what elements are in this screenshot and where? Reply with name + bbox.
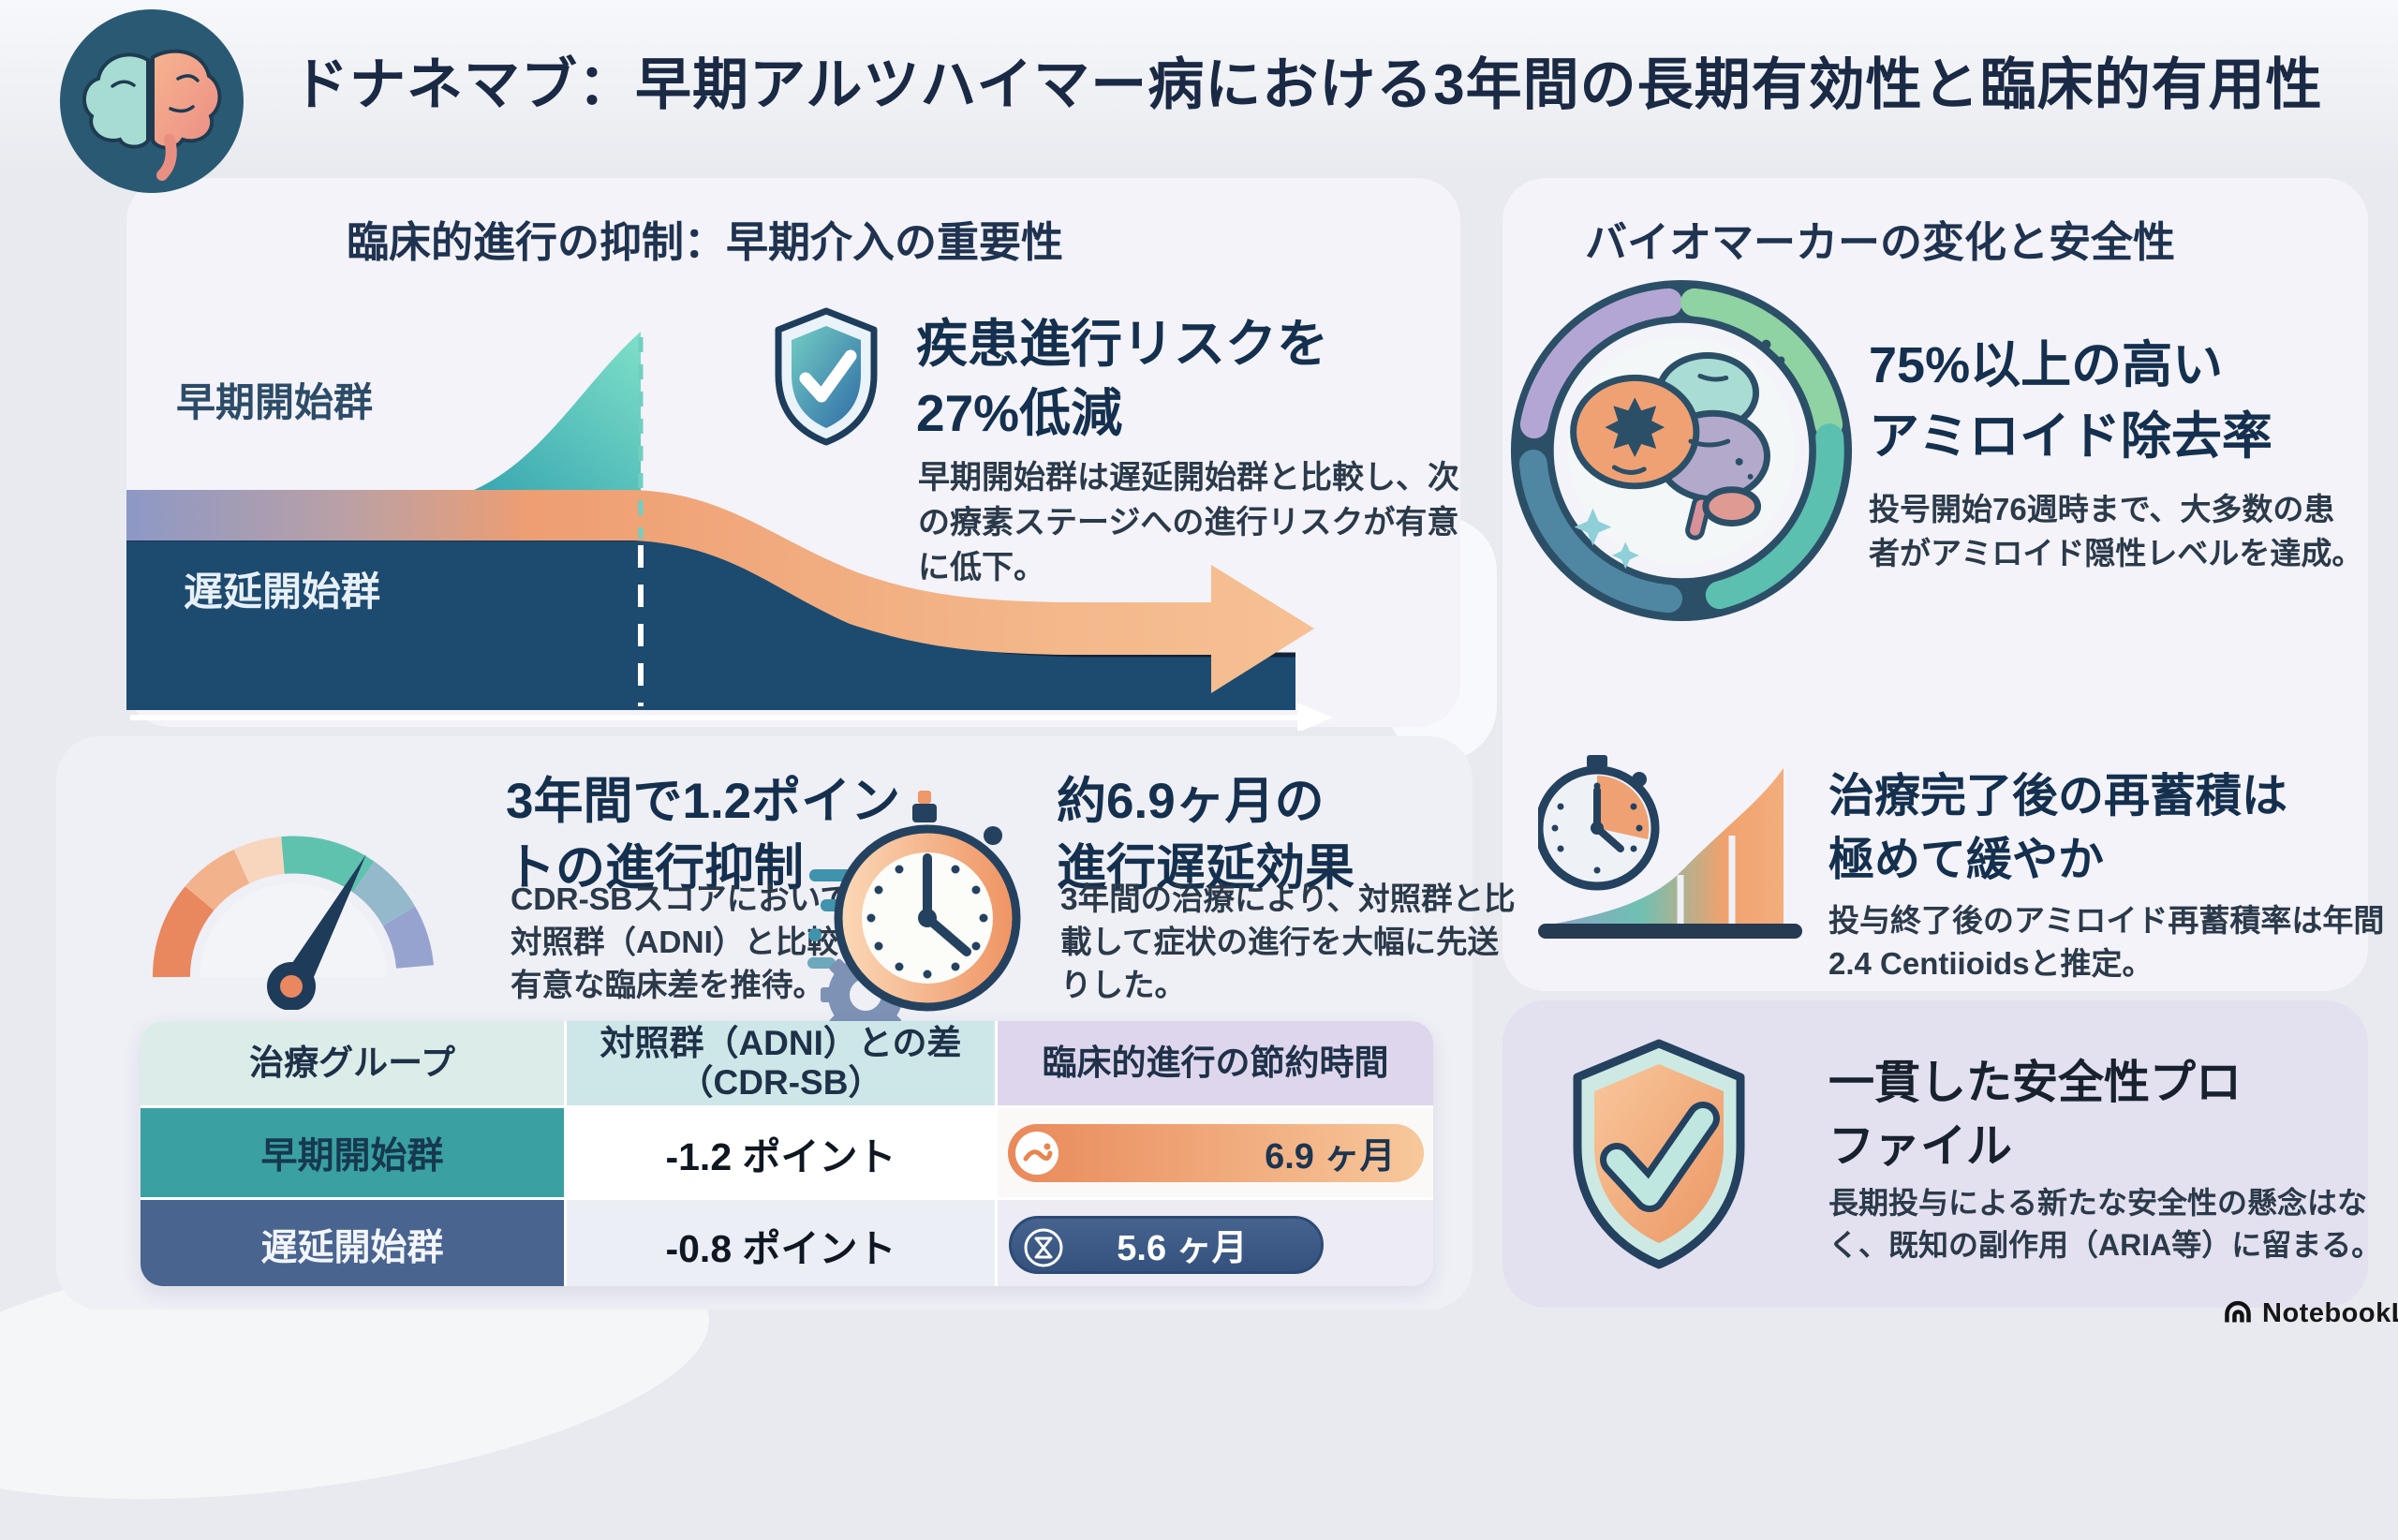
left-section-heading: 臨床的進行の抑制：早期介入の重要性 (347, 218, 1064, 266)
stopwatch-gear-icon (807, 749, 1042, 1040)
safety-headline: 一貫した安全性プロ ファイル (1828, 1058, 2243, 1172)
table-row-delayed-group: 遅延開始群 (141, 1200, 564, 1286)
delay-body: 3年間の治療により、対照群と比 載して症状の進行を大幅に先送 りした。 (1060, 882, 1516, 1003)
time-value-early: 6.9 ヶ月 (1265, 1137, 1396, 1177)
plaque-icon (1605, 397, 1665, 457)
stopwatch-icon (1534, 755, 1660, 891)
table-row-early-group: 早期開始群 (141, 1108, 564, 1197)
gauge-needle (278, 854, 366, 997)
treatment-flow-arrow (126, 490, 1314, 693)
table-header-group: 治療グループ (141, 1021, 564, 1105)
hourglass-icon (1023, 1227, 1064, 1268)
page-title: ドナネマブ：早期アルツハイマー病における3年間の長期有効性と臨床的有用性 (292, 53, 2323, 116)
results-table: 治療グループ 対照群（ADNI）との差 （CDR-SB） 臨床的進行の節約時間 … (141, 1021, 1433, 1286)
time-value-delayed: 5.6 ヶ月 (1117, 1229, 1248, 1268)
shield-check-icon (770, 305, 882, 446)
brain-logo (58, 7, 245, 195)
risk-reduction-body: 早期開始群は遅延開始群と比較し、次 の療素ステージへの進行リスクが有意 に低下。 (918, 460, 1459, 585)
gauge-icon (139, 766, 448, 1011)
notebooklm-logo-icon (2222, 1296, 2254, 1331)
reaccumulation-headline: 治療完了後の再蓄積は 極めて緩やか (1828, 771, 2288, 885)
notebooklm-branding: NotebookLM (2222, 1296, 2398, 1331)
progression-chart (126, 309, 1335, 733)
time-bar-delayed: 5.6 ヶ月 (1009, 1215, 1324, 1274)
table-row-early-diff: -1.2 ポイント (567, 1108, 995, 1197)
time-axis-arrowhead (1297, 703, 1333, 733)
baseline-bar (1538, 924, 1802, 939)
table-row-early-time: 6.9 ヶ月 (998, 1108, 1433, 1197)
table-row-delayed-diff: -0.8 ポイント (567, 1200, 995, 1286)
safety-body: 長期投与による新たな安全性の懸念はな く、既知の副作用（ARIA等）に留まる。 (1828, 1186, 2382, 1262)
background-top-glow (0, 0, 2398, 178)
right-section-heading: バイオマーカーの変化と安全性 (1585, 218, 2176, 266)
cdr-headline: 3年間で1.2ポイン トの進行抑制 (506, 774, 901, 896)
table-row-delayed-time: 5.6 ヶ月 (998, 1200, 1433, 1286)
safety-shield-icon (1561, 1036, 1757, 1270)
delayed-start-label: 遅延開始群 (184, 570, 381, 614)
risk-headline-line2: 27%低減 (916, 384, 1123, 442)
early-start-label: 早期開始群 (176, 380, 374, 424)
amyloid-headline: 75%以上の高い アミロイド除去率 (1869, 337, 2272, 465)
delay-headline: 約6.9ヶ月の 進行遅延効果 (1057, 774, 1354, 896)
amyloid-body: 投号開始76週時まで、大多数の患 者がアミロイド隠性レベルを達成。 (1869, 492, 2363, 570)
table-header-diff: 対照群（ADNI）との差 （CDR-SB） (567, 1021, 995, 1105)
delayed-start-area (126, 540, 1295, 710)
amyloid-brain-badge-icon (1504, 274, 1858, 628)
table-header-time: 臨床的進行の節約時間 (998, 1021, 1433, 1105)
reaccumulation-body: 投与終了後のアミロイド再蓄積率は年間 2.4 Centiioidsと推定。 (1828, 903, 2385, 981)
early-start-area (436, 332, 641, 501)
brush-swirl-icon (1014, 1131, 1058, 1175)
notebooklm-label: NotebookLM (2262, 1298, 2398, 1328)
sparkle-icon (1574, 508, 1612, 546)
reaccumulation-chart-icon (1534, 755, 1810, 952)
risk-headline-line1: 疾患進行リスクを (916, 315, 1329, 373)
time-bar-early: 6.9 ヶ月 (1007, 1123, 1424, 1182)
risk-reduction-headline: 疾患進行リスクを 27%低減 (916, 309, 1328, 448)
